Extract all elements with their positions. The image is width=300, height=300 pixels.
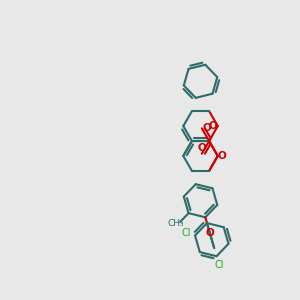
Text: O: O — [197, 143, 206, 153]
Text: Cl: Cl — [214, 260, 224, 270]
Text: CH₃: CH₃ — [167, 220, 184, 229]
Text: O: O — [209, 121, 218, 131]
Text: O: O — [203, 123, 212, 133]
Text: Cl: Cl — [181, 228, 190, 238]
Text: O: O — [206, 228, 215, 238]
Text: O: O — [217, 151, 226, 161]
